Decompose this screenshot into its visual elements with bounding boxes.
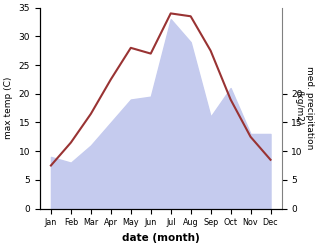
X-axis label: date (month): date (month) [122, 233, 200, 243]
Y-axis label: med. precipitation
(kg/m2): med. precipitation (kg/m2) [294, 66, 314, 150]
Y-axis label: max temp (C): max temp (C) [4, 77, 13, 139]
